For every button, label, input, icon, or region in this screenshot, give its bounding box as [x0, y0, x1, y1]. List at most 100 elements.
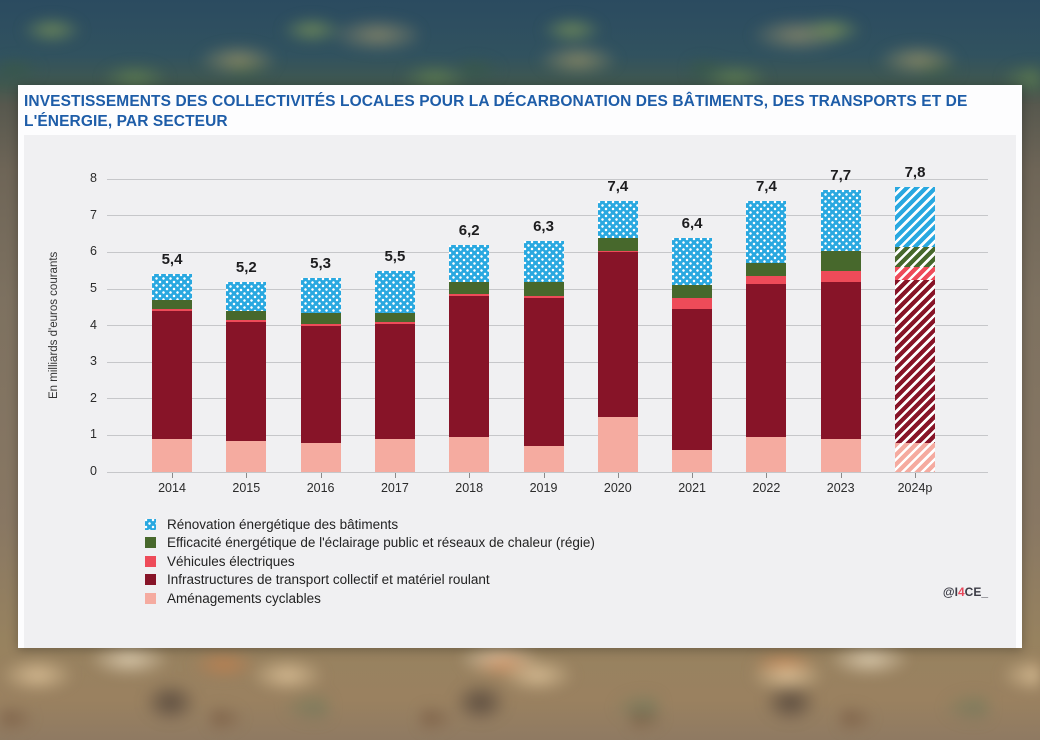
- legend-item-label: Aménagements cyclables: [167, 590, 321, 606]
- bar-segment-amenagements-cyclables: [746, 437, 787, 472]
- bar-segment-amenagements-cyclables: [895, 442, 935, 472]
- bar-segment-eclairage-public-reseaux-chaleur: [820, 250, 861, 271]
- bar-segment-renovation-energetique-batiments: [597, 201, 638, 238]
- x-axis-label: 2017: [380, 481, 409, 495]
- y-axis-title: En milliards d'euros courants: [48, 251, 60, 399]
- bar-segment-eclairage-public-reseaux-chaleur: [152, 299, 192, 310]
- chart-card: INVESTISSEMENTS DES COLLECTIVITÉS LOCALE…: [18, 85, 1022, 648]
- bar-segment-amenagements-cyclables: [597, 417, 638, 472]
- legend-item: Rénovation énergétique des bâtiments: [145, 516, 595, 532]
- x-axis-tick: [394, 473, 396, 478]
- y-axis-tick-label: 5: [90, 281, 97, 295]
- grid-line: [107, 215, 988, 217]
- bar-total-label: 6,4: [681, 214, 703, 232]
- bar-total-label: 5,2: [235, 258, 257, 276]
- credit-prefix: @I: [942, 585, 958, 599]
- legend-item: Infrastructures de transport collectif e…: [145, 572, 595, 587]
- bar-segment-renovation-energetique-batiments: [152, 274, 192, 300]
- bar-segment-vehicules-electriques: [746, 276, 787, 284]
- x-axis-label: 2016: [306, 481, 335, 495]
- bar-total-label: 6,2: [458, 222, 480, 240]
- bar-segment-eclairage-public-reseaux-chaleur: [300, 312, 341, 324]
- y-axis-tick-label: 8: [90, 171, 97, 186]
- bar-segment-vehicules-electriques: [152, 309, 192, 311]
- legend: Rénovation énergétique des bâtiments Effi…: [145, 516, 595, 611]
- x-axis-tick: [915, 473, 916, 478]
- legend-item: Véhicules électriques: [145, 554, 595, 569]
- x-axis-tick: [320, 473, 322, 478]
- y-axis-tick-label: 6: [90, 244, 97, 259]
- x-axis-label: 2014: [158, 481, 186, 495]
- bar-segment-amenagements-cyclables: [152, 439, 192, 472]
- bar-segment-vehicules-electriques: [597, 250, 638, 253]
- bar-segment-renovation-energetique-batiments: [672, 237, 713, 286]
- x-axis-tick: [469, 473, 471, 478]
- bar-total-label: 6,3: [533, 218, 554, 236]
- x-axis-tick: [543, 473, 545, 478]
- y-axis-tick-label: 7: [90, 207, 97, 222]
- x-axis-label: 2018: [455, 481, 484, 495]
- credit-suffix: CE_: [964, 585, 988, 599]
- y-axis-tick-label: 1: [90, 427, 97, 442]
- bar-total-label: 7,4: [607, 178, 629, 196]
- bar-segment-infrastructures-transport-collectif: [820, 281, 861, 440]
- bar-segment-infrastructures-transport-collectif: [746, 283, 787, 438]
- bar-segment-vehicules-electriques: [672, 298, 713, 310]
- legend-item-label: Rénovation énergétique des bâtiments: [167, 516, 399, 532]
- grid-line: [107, 471, 988, 473]
- bar-segment-eclairage-public-reseaux-chaleur: [672, 285, 713, 299]
- plot-area: En milliards d'euros courants 0 1 2 3 4 5 6 7 8 5…: [24, 135, 1016, 648]
- bar-segment-vehicules-electriques: [226, 320, 267, 322]
- x-axis-label: 2021: [678, 481, 706, 495]
- bar-segment-amenagements-cyclables: [300, 442, 341, 472]
- bar-segment-infrastructures-transport-collectif: [523, 298, 564, 447]
- bar-segment-amenagements-cyclables: [523, 446, 564, 472]
- bar-segment-vehicules-electriques: [523, 296, 564, 299]
- bar-segment-infrastructures-transport-collectif: [226, 321, 267, 441]
- bar-total-label: 7,7: [830, 167, 852, 185]
- bar-segment-eclairage-public-reseaux-chaleur: [226, 310, 267, 321]
- y-axis-tick-label: 3: [90, 354, 97, 369]
- bar-segment-amenagements-cyclables: [226, 440, 267, 472]
- bar-segment-renovation-energetique-batiments: [523, 241, 564, 282]
- bar-segment-amenagements-cyclables: [374, 439, 415, 472]
- chart-panel: En milliards d'euros courants 0 1 2 3 4 5 6 7 8 5…: [24, 135, 1016, 648]
- bar-segment-infrastructures-transport-collectif: [374, 323, 415, 440]
- bar-segment-vehicules-electriques: [895, 267, 935, 280]
- bar-segment-eclairage-public-reseaux-chaleur: [374, 312, 415, 322]
- bar-segment-infrastructures-transport-collectif: [300, 325, 341, 443]
- bar-segment-renovation-energetique-batiments: [449, 245, 490, 282]
- bar-segment-infrastructures-transport-collectif: [597, 252, 638, 418]
- x-axis-tick: [617, 473, 619, 478]
- bar-segment-eclairage-public-reseaux-chaleur: [449, 281, 490, 295]
- bar-segment-amenagements-cyclables: [820, 439, 861, 472]
- bar-total-label: 5,5: [384, 247, 406, 265]
- credit-handle: @I4CE_: [943, 585, 988, 599]
- y-axis-tick-label: 2: [90, 390, 97, 405]
- aerial-photo-city-bottom: [0, 632, 1040, 740]
- bar-segment-vehicules-electriques: [374, 321, 415, 324]
- bar-total-label: 7,8: [904, 163, 926, 181]
- bar-segment-infrastructures-transport-collectif: [152, 310, 192, 440]
- bar-total-label: 7,4: [755, 178, 777, 196]
- aerial-photo-fields-top: [0, 0, 1040, 100]
- x-axis-tick: [766, 473, 768, 478]
- bar-segment-renovation-energetique-batiments: [820, 190, 861, 251]
- legend-swatch-vehicules-electriques: [145, 555, 156, 567]
- x-axis-label: 2015: [232, 481, 261, 495]
- x-axis-tick: [172, 473, 173, 478]
- legend-swatch-amenagements-cyclables: [145, 592, 156, 604]
- bar-total-label: 5,3: [310, 255, 332, 273]
- x-axis-tick: [692, 473, 694, 478]
- chart-title: INVESTISSEMENTS DES COLLECTIVITÉS LOCALE…: [24, 93, 968, 131]
- x-axis-label: 2022: [752, 481, 781, 495]
- legend-item-label: Infrastructures de transport collectif e…: [167, 572, 490, 587]
- bar-segment-renovation-energetique-batiments: [226, 281, 267, 311]
- grid-line: [107, 178, 988, 180]
- x-axis-label: 2023: [826, 481, 855, 495]
- x-axis-label: 2020: [603, 481, 632, 495]
- y-axis-tick-label: 4: [90, 317, 97, 332]
- bar-total-label: 5,4: [161, 251, 183, 269]
- bar-segment-infrastructures-transport-collectif: [895, 279, 935, 443]
- y-axis-tick-label: 0: [90, 464, 97, 478]
